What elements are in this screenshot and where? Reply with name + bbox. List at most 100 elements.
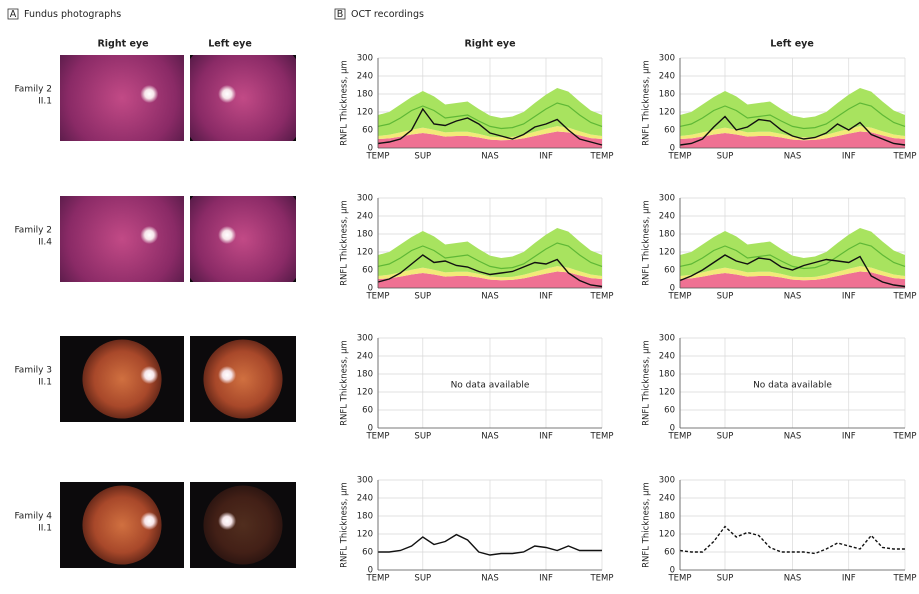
y-tick-label: 60 xyxy=(664,406,675,416)
row-label: Family 2 xyxy=(14,226,52,236)
column-header: Right eye xyxy=(464,39,515,50)
x-tick-label: TEMP xyxy=(667,152,691,162)
y-tick-label: 240 xyxy=(659,352,675,362)
y-tick-label: 60 xyxy=(362,266,373,276)
row-label: Family 4 xyxy=(14,512,52,522)
x-tick-label: TEMP xyxy=(892,152,916,162)
x-tick-label: TEMP xyxy=(589,432,613,442)
x-tick-label: SUP xyxy=(414,574,431,584)
row-label: II.4 xyxy=(38,238,52,248)
y-tick-label: 300 xyxy=(357,334,373,344)
panel-label: A xyxy=(10,9,17,20)
y-tick-label: 60 xyxy=(664,126,675,136)
x-tick-label: NAS xyxy=(784,574,802,584)
x-tick-label: SUP xyxy=(414,432,431,442)
x-tick-label: NAS xyxy=(481,574,499,584)
column-header: Left eye xyxy=(208,39,252,50)
x-tick-label: INF xyxy=(539,292,553,302)
retina xyxy=(203,485,282,564)
retina xyxy=(203,339,282,418)
y-tick-label: 300 xyxy=(357,194,373,204)
x-tick-label: TEMP xyxy=(667,574,691,584)
x-tick-label: INF xyxy=(539,152,553,162)
y-tick-label: 60 xyxy=(362,126,373,136)
row-label: Family 3 xyxy=(14,366,52,376)
x-tick-label: SUP xyxy=(717,292,734,302)
y-axis-label: RNFL Thickness, µm xyxy=(642,60,652,146)
optic-disc xyxy=(218,512,236,530)
y-tick-label: 180 xyxy=(659,90,675,100)
y-tick-label: 60 xyxy=(362,406,373,416)
x-tick-label: NAS xyxy=(481,292,499,302)
y-tick-label: 180 xyxy=(659,370,675,380)
y-tick-label: 180 xyxy=(357,512,373,522)
x-tick-label: INF xyxy=(842,292,856,302)
y-axis-label: RNFL Thickness, µm xyxy=(340,60,350,146)
x-tick-label: TEMP xyxy=(589,292,613,302)
x-tick-label: TEMP xyxy=(589,152,613,162)
x-tick-label: TEMP xyxy=(365,574,389,584)
optic-disc xyxy=(218,85,236,103)
x-tick-label: NAS xyxy=(784,432,802,442)
x-tick-label: TEMP xyxy=(589,574,613,584)
y-tick-label: 300 xyxy=(659,334,675,344)
panel-title: OCT recordings xyxy=(351,9,424,20)
y-tick-label: 300 xyxy=(659,54,675,64)
x-tick-label: TEMP xyxy=(892,574,916,584)
optic-disc xyxy=(218,366,236,384)
x-tick-label: NAS xyxy=(481,432,499,442)
y-tick-label: 120 xyxy=(659,530,675,540)
x-tick-label: TEMP xyxy=(667,432,691,442)
optic-disc xyxy=(140,226,158,244)
panel-title: Fundus photographs xyxy=(24,9,121,20)
y-tick-label: 180 xyxy=(357,90,373,100)
y-tick-label: 120 xyxy=(357,108,373,118)
row-label: II.1 xyxy=(38,97,52,107)
x-tick-label: INF xyxy=(842,432,856,442)
y-tick-label: 300 xyxy=(659,476,675,486)
y-axis-label: RNFL Thickness, µm xyxy=(340,340,350,426)
y-tick-label: 60 xyxy=(664,266,675,276)
x-tick-label: INF xyxy=(539,574,553,584)
x-tick-label: NAS xyxy=(481,152,499,162)
x-tick-label: TEMP xyxy=(365,432,389,442)
y-axis-label: RNFL Thickness, µm xyxy=(340,200,350,286)
x-tick-label: NAS xyxy=(784,292,802,302)
y-tick-label: 240 xyxy=(659,494,675,504)
y-axis-label: RNFL Thickness, µm xyxy=(642,340,652,426)
y-axis-label: RNFL Thickness, µm xyxy=(642,482,652,568)
y-tick-label: 120 xyxy=(659,388,675,398)
x-tick-label: TEMP xyxy=(892,432,916,442)
optic-disc xyxy=(140,366,158,384)
x-tick-label: SUP xyxy=(717,574,734,584)
y-tick-label: 240 xyxy=(659,72,675,82)
optic-disc xyxy=(140,512,158,530)
y-tick-label: 120 xyxy=(357,248,373,258)
y-tick-label: 300 xyxy=(659,194,675,204)
retina xyxy=(177,173,308,304)
y-tick-label: 120 xyxy=(357,388,373,398)
y-tick-label: 240 xyxy=(357,494,373,504)
row-label: II.1 xyxy=(38,378,52,388)
x-tick-label: SUP xyxy=(414,292,431,302)
y-axis-label: RNFL Thickness, µm xyxy=(340,482,350,568)
retina xyxy=(177,32,308,163)
y-tick-label: 60 xyxy=(664,548,675,558)
x-tick-label: TEMP xyxy=(365,292,389,302)
x-tick-label: INF xyxy=(539,432,553,442)
x-tick-label: TEMP xyxy=(667,292,691,302)
column-header: Left eye xyxy=(770,39,814,50)
y-tick-label: 120 xyxy=(659,248,675,258)
x-tick-label: INF xyxy=(842,574,856,584)
x-tick-label: TEMP xyxy=(365,152,389,162)
y-tick-label: 180 xyxy=(659,230,675,240)
x-tick-label: INF xyxy=(842,152,856,162)
optic-disc xyxy=(140,85,158,103)
panel-label: B xyxy=(337,9,344,20)
retina xyxy=(45,162,199,316)
y-tick-label: 180 xyxy=(357,370,373,380)
y-tick-label: 180 xyxy=(357,230,373,240)
y-tick-label: 120 xyxy=(659,108,675,118)
y-tick-label: 240 xyxy=(357,212,373,222)
y-tick-label: 300 xyxy=(357,476,373,486)
